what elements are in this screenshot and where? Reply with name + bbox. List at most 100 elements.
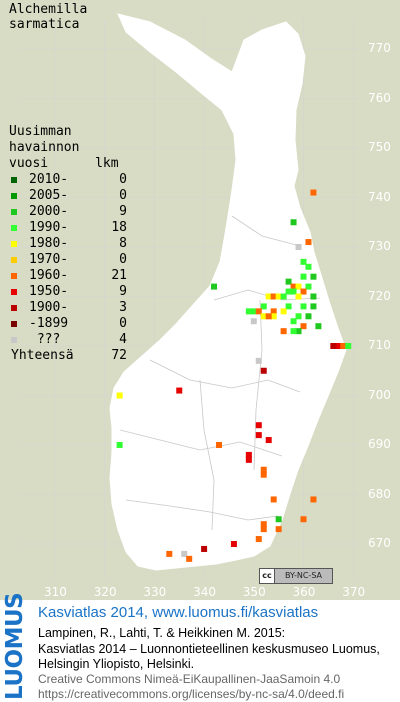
easting-tick-label: 340 [193, 585, 216, 599]
legend-swatch [11, 225, 17, 231]
occurrence-marker [310, 273, 317, 280]
legend-row: 2000- 9 [9, 204, 127, 220]
northing-tick-label: 730 [368, 239, 391, 253]
occurrence-marker [310, 303, 317, 310]
occurrence-marker [255, 308, 262, 315]
occurrence-marker [310, 496, 317, 503]
legend-period: -1899 [29, 316, 69, 331]
occurrence-marker [260, 471, 267, 478]
cc-license-badge[interactable]: cc BY-NC-SA [259, 568, 333, 584]
legend-swatch [11, 337, 17, 343]
total-label: Yhteensä [11, 348, 74, 363]
legend-rows: 2010- 0 2005- 0 2000- 9 1990- 18 1980- 8 1970- 0 196… [9, 172, 127, 348]
occurrence-marker [315, 323, 322, 330]
occurrence-marker [300, 516, 307, 523]
occurrence-marker [186, 555, 193, 562]
legend-period: 1900- [29, 300, 69, 315]
legend-row: 2005- 0 [9, 188, 127, 204]
occurrence-marker [211, 283, 218, 290]
occurrence-marker [305, 263, 312, 270]
legend-period: 1960- [29, 268, 69, 283]
legend-row: 1990- 18 [9, 220, 127, 236]
distribution-map [20, 13, 360, 578]
easting-tick-label: 370 [342, 585, 366, 599]
legend-period: 2000- [29, 204, 69, 219]
legend-row: ??? 4 [9, 332, 127, 348]
legend-count: 9 [119, 204, 127, 219]
legend-count: 9 [119, 284, 127, 299]
cc-icon: cc [260, 569, 275, 583]
legend-swatch [11, 177, 17, 183]
occurrence-marker [270, 293, 277, 300]
license-link[interactable]: https://creativecommons.org/licenses/by-… [38, 687, 345, 701]
kasviatlas-link[interactable]: Kasviatlas 2014, www.luomus.fi/kasviatla… [38, 604, 319, 621]
legend-row: 1980- 8 [9, 236, 127, 252]
occurrence-marker [270, 313, 277, 320]
legend-swatch [11, 305, 17, 311]
occurrence-marker [290, 283, 297, 290]
legend-row: 2010- 0 [9, 172, 127, 188]
occurrence-marker [260, 313, 267, 320]
legend-period: 1950- [29, 284, 69, 299]
occurrence-marker [290, 328, 297, 335]
occurrence-marker [285, 278, 292, 285]
legend-count: 4 [119, 332, 127, 347]
finland-landmass [109, 13, 347, 571]
citation-line-3: Helsingin Yliopisto, Helsinki. [38, 657, 195, 671]
occurrence-marker [270, 496, 277, 503]
occurrence-marker [285, 288, 292, 295]
northing-tick-label: 710 [368, 338, 391, 352]
occurrence-marker [250, 318, 257, 325]
occurrence-marker [300, 288, 307, 295]
footer: LUOMUS Kasviatlas 2014, www.luomus.fi/ka… [0, 593, 400, 702]
occurrence-marker [280, 308, 287, 315]
occurrence-marker [295, 283, 302, 290]
occurrence-markers [116, 189, 352, 562]
legend-count: 18 [111, 220, 127, 235]
occurrence-marker [275, 516, 282, 523]
legend-row: 1900- 3 [9, 300, 127, 316]
legend-period: 2005- [29, 188, 69, 203]
occurrence-marker [310, 293, 317, 300]
legend-swatch [11, 257, 17, 263]
northing-tick-label: 720 [368, 288, 391, 303]
occurrence-marker [310, 189, 317, 196]
license-line-1: Creative Commons Nimeä-EiKaupallinen-Jaa… [38, 672, 341, 686]
legend-count: 0 [119, 172, 127, 187]
easting-tick-label: 310 [44, 585, 67, 599]
northing-tick-label: 750 [368, 140, 391, 154]
easting-tick-label: 350 [242, 585, 266, 599]
legend-swatch [11, 273, 17, 279]
occurrence-marker [260, 303, 267, 310]
occurrence-marker [290, 219, 297, 226]
occurrence-marker [260, 367, 267, 374]
occurrence-marker [290, 318, 297, 325]
occurrence-marker [265, 313, 272, 320]
occurrence-marker [300, 323, 307, 330]
legend-swatch [11, 193, 17, 199]
legend-count: 0 [119, 316, 127, 331]
legend-row: 1950- 9 [9, 284, 127, 300]
occurrence-marker [305, 313, 312, 320]
legend-period: 1980- [29, 236, 69, 251]
region-borders [119, 215, 321, 531]
occurrence-marker [280, 328, 287, 335]
occurrence-marker [245, 308, 252, 315]
occurrence-marker [280, 293, 287, 300]
occurrence-marker [255, 536, 262, 543]
northing-tick-label: 690 [368, 437, 391, 451]
northing-tick-label: 700 [368, 387, 391, 402]
occurrence-marker [255, 422, 262, 429]
easting-tick-label: 320 [93, 585, 117, 599]
northing-tick-label: 760 [368, 90, 391, 105]
occurrence-marker [290, 288, 297, 295]
occurrence-marker [275, 526, 282, 533]
legend-count: 21 [111, 268, 127, 283]
legend-heading: Uusimman havainnon vuosi lkm [9, 124, 119, 171]
occurrence-marker [260, 466, 267, 473]
northing-tick-label: 680 [368, 486, 391, 501]
occurrence-marker [295, 328, 302, 335]
occurrence-marker [305, 283, 312, 290]
legend-total: Yhteensä 72 [9, 348, 127, 364]
occurrence-marker [230, 541, 237, 547]
